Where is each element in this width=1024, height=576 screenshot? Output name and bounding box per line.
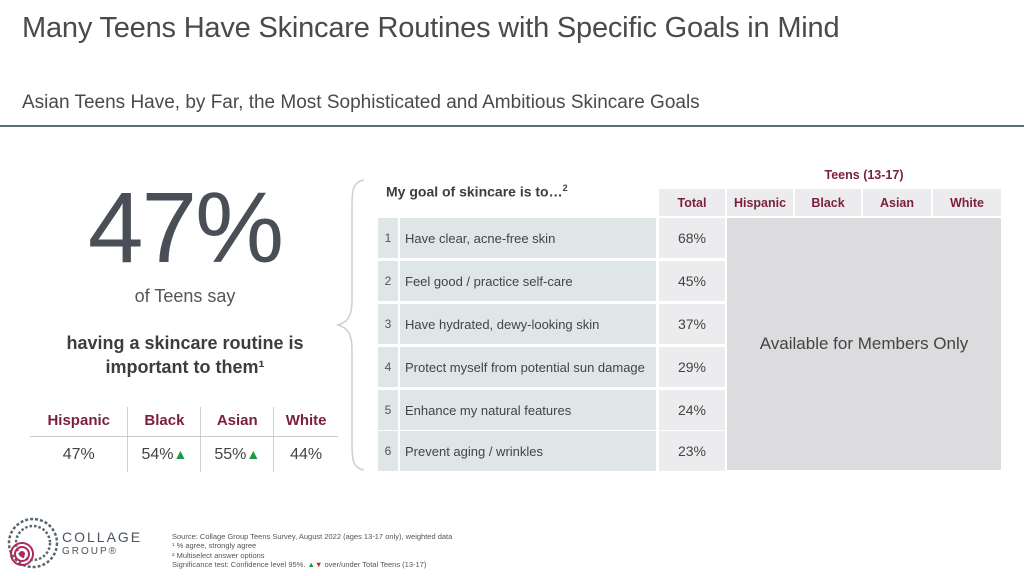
goal-row-total: 24% bbox=[659, 390, 725, 430]
goal-row-total: 37% bbox=[659, 304, 725, 344]
column-header-asian: Asian bbox=[863, 189, 931, 216]
goal-row-total: 68% bbox=[659, 218, 725, 258]
segment-header-white: White bbox=[273, 407, 338, 437]
slide-title: Many Teens Have Skincare Routines with S… bbox=[22, 12, 840, 44]
goal-row-number: 1 bbox=[378, 218, 398, 258]
column-header-total: Total bbox=[659, 189, 725, 216]
column-header-white: White bbox=[933, 189, 1001, 216]
stat-statement: having a skincare routine is important t… bbox=[30, 331, 340, 379]
significance-suffix: over/under Total Teens (13-17) bbox=[324, 559, 427, 569]
significant-down-icon: ▼ bbox=[314, 559, 323, 569]
goal-row-total: 23% bbox=[659, 431, 725, 471]
footnotes: Source: Collage Group Teens Survey, Augu… bbox=[172, 532, 452, 569]
goal-row-total: 29% bbox=[659, 347, 725, 387]
significance-text: Significance test: Confidence level 95%. bbox=[172, 559, 306, 569]
members-only-overlay: Available for Members Only bbox=[727, 218, 1001, 470]
goal-row-number: 2 bbox=[378, 261, 398, 301]
segment-value-white-text: 44% bbox=[290, 446, 323, 463]
significant-up-icon: ▲ bbox=[307, 559, 315, 569]
goal-row-label: Prevent aging / wrinkles bbox=[400, 431, 656, 471]
stat-caption: of Teens say bbox=[134, 286, 236, 306]
column-header-hispanic: Hispanic bbox=[727, 189, 793, 216]
segment-value-hispanic-text: 47% bbox=[62, 446, 95, 463]
goals-question-footnote: 2 bbox=[562, 183, 568, 193]
brace-icon bbox=[336, 179, 365, 471]
title-divider bbox=[0, 125, 1024, 127]
segment-value-black-text: 54% bbox=[141, 446, 174, 463]
segment-header-hispanic: Hispanic bbox=[30, 407, 128, 437]
goal-row-total: 45% bbox=[659, 261, 725, 301]
significant-up-icon: ▲ bbox=[246, 446, 261, 462]
headline-stat: 47% bbox=[87, 172, 284, 284]
column-header-black: Black bbox=[795, 189, 861, 216]
segment-value-asian-text: 55% bbox=[214, 446, 247, 463]
goal-row-number: 4 bbox=[378, 347, 398, 387]
goal-row-label: Protect myself from potential sun damage bbox=[400, 347, 656, 387]
significant-up-icon: ▲ bbox=[173, 446, 188, 462]
goals-question: My goal of skincare is to…2 bbox=[386, 183, 568, 200]
segment-header-black: Black bbox=[127, 407, 201, 437]
segment-value-white: 44% bbox=[273, 436, 338, 472]
goal-row-number: 5 bbox=[378, 390, 398, 430]
segment-header-asian: Asian bbox=[200, 407, 274, 437]
teens-group-header: Teens (13-17) bbox=[824, 168, 904, 182]
goal-row-number: 6 bbox=[378, 431, 398, 471]
goal-row-label: Have clear, acne-free skin bbox=[400, 218, 656, 258]
goals-question-text: My goal of skincare is to… bbox=[386, 183, 563, 200]
footnote-significance: Significance test: Confidence level 95%.… bbox=[172, 560, 452, 569]
goal-row-label: Feel good / practice self-care bbox=[400, 261, 656, 301]
brand-name: COLLAGE bbox=[62, 529, 143, 545]
footnote-1: ¹ % agree, strongly agree bbox=[172, 541, 257, 551]
segment-value-black: 54%▲ bbox=[127, 436, 201, 472]
goal-row-label: Enhance my natural features bbox=[400, 390, 656, 430]
slide-subtitle: Asian Teens Have, by Far, the Most Sophi… bbox=[22, 92, 700, 113]
footnote-2: ² Multiselect answer options bbox=[172, 550, 265, 560]
stat-statement-line1: having a skincare routine is bbox=[66, 333, 304, 353]
brand-subname: GROUP® bbox=[62, 546, 119, 557]
collage-group-logo-icon bbox=[7, 517, 59, 569]
goal-row-label: Have hydrated, dewy-looking skin bbox=[400, 304, 656, 344]
segment-table: Hispanic Black Asian White 47% 54%▲ 55%▲… bbox=[30, 407, 338, 472]
segment-value-asian: 55%▲ bbox=[200, 436, 274, 472]
footnote-source: Source: Collage Group Teens Survey, Augu… bbox=[172, 532, 453, 541]
segment-value-hispanic: 47% bbox=[30, 437, 128, 473]
stat-statement-line2: important to them¹ bbox=[105, 357, 265, 377]
goal-row-number: 3 bbox=[378, 304, 398, 344]
